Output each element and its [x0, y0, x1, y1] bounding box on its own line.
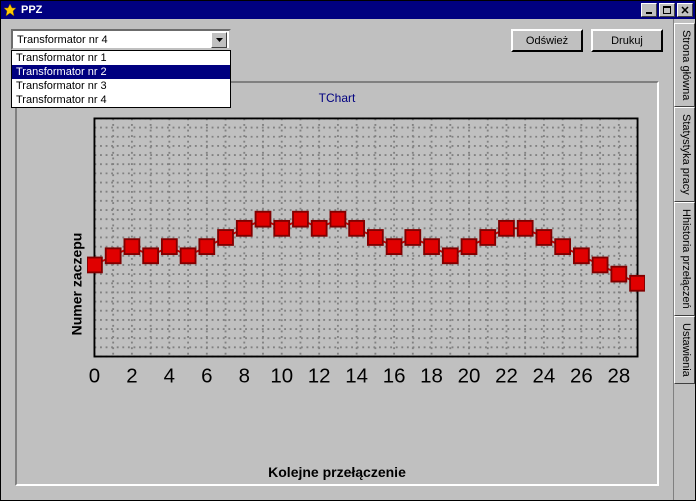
- transformer-select[interactable]: Transformator nr 4 Transformator nr 1Tra…: [11, 29, 231, 50]
- svg-text:8: 8: [239, 365, 250, 388]
- svg-text:12: 12: [308, 365, 331, 388]
- svg-text:20: 20: [458, 365, 481, 388]
- chevron-down-icon[interactable]: [211, 32, 227, 48]
- client-area: Transformator nr 4 Transformator nr 1Tra…: [1, 19, 695, 500]
- chart-panel: TChart Numer zaczepu Kolejne przełączeni…: [15, 81, 659, 486]
- app-icon: [3, 3, 17, 17]
- svg-text:10: 10: [270, 365, 293, 388]
- svg-text:28: 28: [607, 365, 630, 388]
- refresh-button[interactable]: Odśwież: [511, 29, 583, 52]
- svg-text:2: 2: [126, 365, 137, 388]
- combo-option[interactable]: Transformator nr 1: [12, 51, 230, 65]
- side-tab[interactable]: Ustawienia: [674, 316, 695, 384]
- combo-option[interactable]: Transformator nr 2: [12, 65, 230, 79]
- svg-text:0: 0: [89, 365, 100, 388]
- combo-option[interactable]: Transformator nr 4: [12, 93, 230, 107]
- close-button[interactable]: [677, 3, 693, 17]
- app-window: PPZ Transformator nr 4 Transformator nr …: [0, 0, 696, 501]
- chart-plot-area: 0246810121416182022242628024681012141618…: [87, 111, 645, 390]
- svg-text:4: 4: [164, 365, 175, 388]
- combo-selected-value: Transformator nr 4: [15, 33, 211, 47]
- side-tab[interactable]: Strona główna: [674, 23, 695, 107]
- maximize-button[interactable]: [659, 3, 675, 17]
- minimize-button[interactable]: [641, 3, 657, 17]
- svg-text:16: 16: [383, 365, 406, 388]
- toolbar: Transformator nr 4 Transformator nr 1Tra…: [11, 29, 663, 52]
- svg-text:14: 14: [345, 365, 368, 388]
- window-title: PPZ: [21, 4, 42, 16]
- combo-option[interactable]: Transformator nr 3: [12, 79, 230, 93]
- print-button[interactable]: Drukuj: [591, 29, 663, 52]
- svg-text:26: 26: [570, 365, 593, 388]
- side-tab-bar: Strona głównaStatystyka pracyHhistoria p…: [673, 19, 695, 500]
- combo-box[interactable]: Transformator nr 4: [11, 29, 231, 50]
- combo-dropdown-list[interactable]: Transformator nr 1Transformator nr 2Tran…: [11, 50, 231, 108]
- side-tab[interactable]: Statystyka pracy: [674, 107, 695, 202]
- side-tab[interactable]: Hhistoria przełączeń: [674, 202, 695, 316]
- main-panel: Transformator nr 4 Transformator nr 1Tra…: [1, 19, 673, 500]
- chart-ylabel: Numer zaczepu: [68, 232, 84, 335]
- svg-text:18: 18: [420, 365, 443, 388]
- svg-text:6: 6: [201, 365, 212, 388]
- svg-text:22: 22: [495, 365, 518, 388]
- chart-xlabel: Kolejne przełączenie: [17, 464, 657, 480]
- svg-text:24: 24: [533, 365, 556, 388]
- titlebar[interactable]: PPZ: [1, 1, 695, 19]
